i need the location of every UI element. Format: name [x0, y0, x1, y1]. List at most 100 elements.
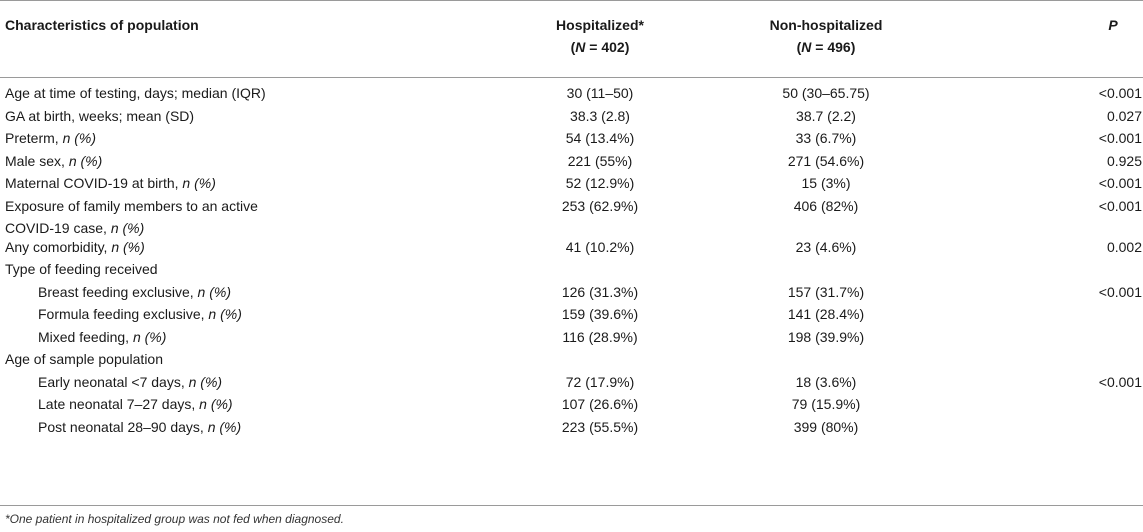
p-value: 0.002: [1106, 238, 1142, 255]
row-label-unit: n (%): [110, 219, 145, 236]
row-label-text: Maternal COVID-19 at birth,: [5, 175, 183, 191]
non-hospitalized-value: 23 (4.6%): [795, 238, 857, 255]
row-label-unit: n (%): [199, 396, 233, 412]
table-row: Late neonatal 7–27 days, n (%) 107 (26.6%…: [0, 393, 1143, 416]
table-body: Age at time of testing, days; median (IQ…: [0, 82, 1143, 438]
n-open: (: [570, 39, 576, 55]
non-hospitalized-value: 141 (28.4%): [787, 306, 865, 322]
header-characteristics: Characteristics of population: [5, 17, 199, 33]
row-label: Maternal COVID-19 at birth, n (%): [5, 172, 315, 194]
hospitalized-value: 30 (11–50): [566, 85, 634, 101]
hospitalized-value: 223 (55.5%): [561, 418, 639, 435]
row-label-text: GA at birth, weeks; mean (SD): [5, 107, 195, 124]
row-label: Age at time of testing, days; median (IQ…: [5, 82, 315, 104]
table-row: Post neonatal 28–90 days, n (%) 223 (55.5…: [0, 416, 1143, 439]
p-value: <0.001: [1098, 85, 1142, 101]
row-label-text: Early neonatal <7 days,: [38, 373, 189, 390]
row-label: Breast feeding exclusive, n (%): [38, 281, 328, 303]
non-hospitalized-value: 18 (3.6%): [795, 373, 857, 390]
row-label-unit: n (%): [208, 306, 242, 322]
table-row: Mixed feeding, n (%) 116 (28.9%) 198 (39.9…: [0, 326, 1143, 349]
table-row: Exposure of family members to an active C…: [0, 195, 1143, 236]
header-non-hospitalized-n: (N = 496): [698, 36, 954, 58]
row-label-text: Preterm,: [5, 130, 63, 146]
row-label-unit: n (%): [132, 328, 167, 345]
row-label: Preterm, n (%): [5, 127, 315, 149]
row-label-line2: COVID-19 case,: [5, 219, 111, 236]
table-row: Any comorbidity, n (%) 41 (10.2%) 23 (4.6%…: [0, 236, 1143, 259]
row-label: Exposure of family members to an active C…: [5, 195, 315, 239]
row-label: GA at birth, weeks; mean (SD): [5, 105, 315, 127]
row-label-text: Age at time of testing, days; median (IQ…: [5, 85, 266, 101]
hospitalized-value: 107 (26.6%): [561, 396, 639, 412]
n-symbol: N: [575, 39, 586, 55]
row-label-unit: n (%): [197, 283, 231, 300]
hospitalized-value: 72 (17.9%): [565, 373, 635, 390]
p-value: <0.001: [1098, 197, 1142, 214]
hospitalized-value: 38.3 (2.8): [570, 107, 630, 124]
hospitalized-value: 159 (39.6%): [561, 306, 639, 322]
row-label: Any comorbidity, n (%): [5, 236, 315, 258]
non-hospitalized-value: 50 (30–65.75): [782, 85, 870, 101]
row-label-unit: n (%): [182, 175, 216, 191]
row-label-unit: n (%): [188, 373, 223, 390]
row-label-text: Any comorbidity,: [5, 238, 112, 255]
table-row: Age at time of testing, days; median (IQ…: [0, 82, 1143, 105]
row-label-unit: n (%): [62, 130, 97, 146]
row-label-text: Male sex,: [5, 152, 69, 169]
non-hospitalized-value: 198 (39.9%): [787, 328, 865, 345]
row-label-text: Late neonatal 7–27 days,: [38, 396, 200, 412]
bottom-rule: [0, 505, 1143, 506]
p-value: <0.001: [1098, 373, 1142, 390]
row-label: Mixed feeding, n (%): [38, 326, 328, 348]
non-hospitalized-value: 271 (54.6%): [787, 152, 865, 169]
table-footnote: *One patient in hospitalized group was n…: [5, 512, 344, 526]
p-value: 0.027: [1106, 107, 1142, 124]
table-row: Formula feeding exclusive, n (%) 159 (39.…: [0, 303, 1143, 326]
p-value: 0.925: [1106, 152, 1142, 169]
non-hospitalized-value: 406 (82%): [793, 197, 859, 214]
p-value: <0.001: [1098, 283, 1142, 300]
row-label-text: Post neonatal 28–90 days,: [38, 418, 208, 435]
table-row: GA at birth, weeks; mean (SD) 38.3 (2.8) 3…: [0, 105, 1143, 128]
n-symbol: N: [801, 39, 812, 55]
row-label: Post neonatal 28–90 days, n (%): [38, 416, 328, 438]
p-value: <0.001: [1098, 175, 1142, 191]
row-label-unit: n (%): [207, 418, 242, 435]
header-non-hospitalized: Non-hospitalized: [769, 17, 883, 33]
non-hospitalized-value: 399 (80%): [793, 418, 859, 435]
table-row: Male sex, n (%) 221 (55%) 271 (54.6%) 0.925: [0, 150, 1143, 173]
hospitalized-value: 126 (31.3%): [561, 283, 639, 300]
n-value: = 496): [811, 39, 856, 55]
row-label: Formula feeding exclusive, n (%): [38, 303, 328, 325]
n-value: = 402): [585, 39, 630, 55]
hospitalized-value: 221 (55%): [567, 152, 633, 169]
non-hospitalized-value: 38.7 (2.2): [796, 107, 856, 124]
row-label: Type of feeding received: [5, 258, 315, 280]
hospitalized-value: 116 (28.9%): [562, 328, 638, 345]
row-label: Age of sample population: [5, 348, 315, 370]
non-hospitalized-value: 33 (6.7%): [795, 130, 857, 146]
row-label-text: Mixed feeding,: [38, 328, 133, 345]
row-label: Late neonatal 7–27 days, n (%): [38, 393, 328, 415]
table-row: Early neonatal <7 days, n (%) 72 (17.9%) 1…: [0, 371, 1143, 394]
table-row: Type of feeding received: [0, 258, 1143, 281]
header-rule: [0, 77, 1143, 78]
row-label-line1: Exposure of family members to an active: [5, 197, 258, 214]
header-p-value: P: [1108, 17, 1118, 33]
row-label-text: Formula feeding exclusive,: [38, 306, 209, 322]
row-label-text: Age of sample population: [5, 351, 163, 367]
hospitalized-value: 41 (10.2%): [565, 238, 635, 255]
non-hospitalized-value: 15 (3%): [801, 175, 851, 191]
table-row: Maternal COVID-19 at birth, n (%) 52 (12.…: [0, 172, 1143, 195]
row-label-unit: n (%): [111, 238, 145, 255]
hospitalized-value: 52 (12.9%): [565, 175, 635, 191]
row-label-text: Breast feeding exclusive,: [38, 283, 198, 300]
table-row: Age of sample population: [0, 348, 1143, 371]
row-label: Male sex, n (%): [5, 150, 315, 172]
hospitalized-value: 54 (13.4%): [565, 130, 635, 146]
row-label: Early neonatal <7 days, n (%): [38, 371, 328, 393]
n-open: (: [796, 39, 802, 55]
row-label-unit: n (%): [68, 152, 103, 169]
